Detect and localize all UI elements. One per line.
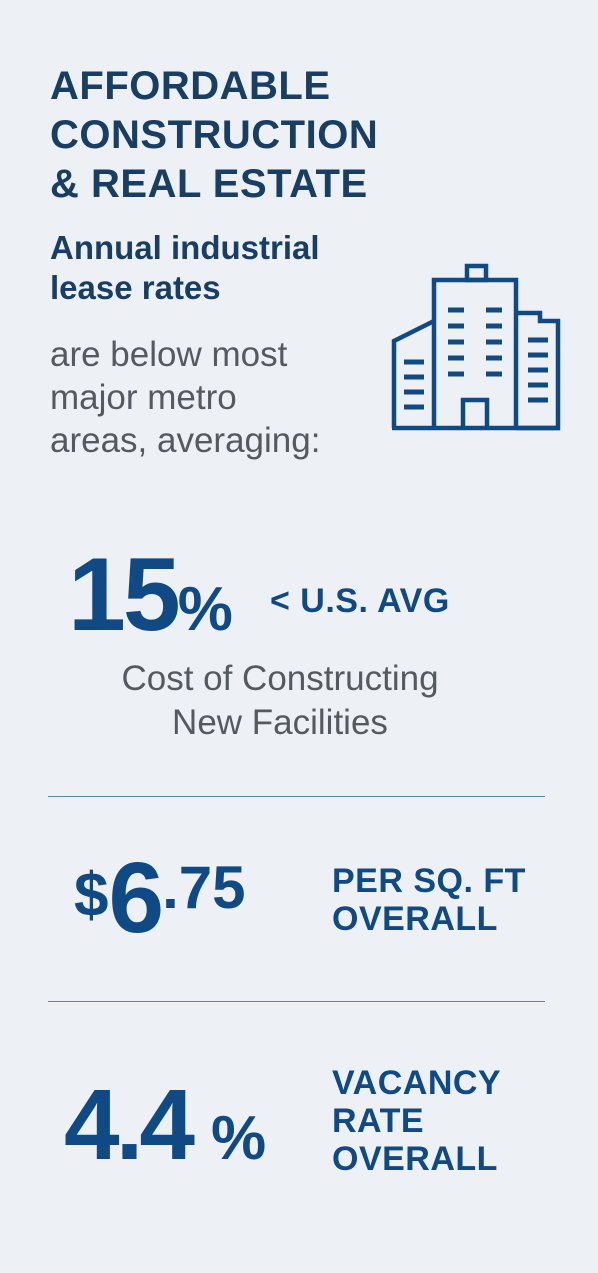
title-line-3: & REAL ESTATE [50,162,368,206]
subtitle-line-3: areas, averaging: [50,421,321,460]
lease-rate-currency: $ [74,861,109,930]
vacancy-label-line-3: OVERALL [332,1140,498,1178]
vacancy-stat: 4.4% [64,1070,266,1194]
construction-stat: 15% [68,540,233,665]
construction-description-line-1: Cost of Constructing [121,659,439,698]
lease-rate-label-line-2: OVERALL [332,900,498,938]
lease-rate-whole: 6 [108,842,164,954]
lease-rate-label: PER SQ. FT OVERALL [332,862,526,938]
vacancy-stat-percent: % [211,1104,267,1173]
subtitle-bold-line-2: lease rates [50,269,221,306]
lease-rate-label-line-1: PER SQ. FT [332,862,526,900]
lease-rate-fraction: .75 [162,854,246,921]
subtitle-description: are below most major metro areas, averag… [50,333,380,462]
subtitle-bold: Annual industrial lease rates [50,228,400,308]
page-title: AFFORDABLE CONSTRUCTION & REAL ESTATE [50,62,470,209]
construction-description-line-2: New Facilities [172,703,388,742]
lease-rate-stat: $6.75 [74,848,246,948]
subtitle-bold-line-1: Annual industrial [50,229,320,266]
divider-2 [48,1001,545,1002]
title-line-1: AFFORDABLE [50,64,331,108]
divider-1 [48,796,545,797]
subtitle-line-2: major metro [50,378,237,417]
subtitle-line-1: are below most [50,335,288,374]
office-building-icon [391,263,561,431]
vacancy-label-line-2: RATE [332,1102,425,1140]
vacancy-label-line-1: VACANCY [332,1064,502,1102]
vacancy-label: VACANCY RATE OVERALL [332,1064,501,1178]
construction-stat-percent: % [177,575,233,644]
title-line-2: CONSTRUCTION [50,113,379,157]
vacancy-stat-number: 4.4 [64,1069,195,1181]
construction-stat-label: < U.S. AVG [270,582,450,620]
construction-stat-number: 15 [68,537,181,653]
construction-description: Cost of Constructing New Facilities [0,657,560,745]
